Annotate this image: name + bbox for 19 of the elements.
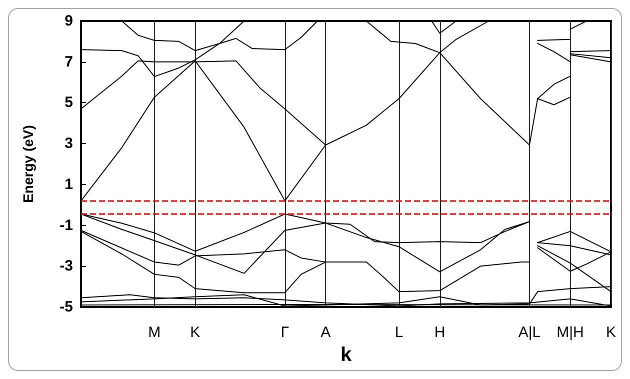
y-tick-label: 9 [64, 12, 73, 30]
x-tick-label: L [394, 324, 404, 341]
y-tick-label: -3 [60, 258, 73, 275]
x-tick-label: K [190, 324, 200, 341]
x-tick-label: A|L [518, 324, 541, 341]
x-tick-label: H [434, 324, 446, 341]
y-tick-label: -1 [60, 216, 73, 234]
x-tick-label: A [320, 324, 331, 341]
x-axis-title: k [340, 344, 352, 366]
x-tick-label: Γ [280, 324, 289, 341]
y-axis-title: Energy (eV) [20, 125, 36, 203]
y-tick-label: 5 [64, 94, 73, 112]
y-tick-label: 3 [64, 135, 73, 152]
x-tick-label: K [606, 324, 616, 341]
y-tick-label: 1 [64, 176, 73, 193]
y-tick-label: -5 [60, 298, 73, 316]
x-tick-label: M [148, 324, 161, 341]
y-tick-label: 7 [64, 53, 73, 70]
x-tick-label: M|H [556, 324, 584, 341]
